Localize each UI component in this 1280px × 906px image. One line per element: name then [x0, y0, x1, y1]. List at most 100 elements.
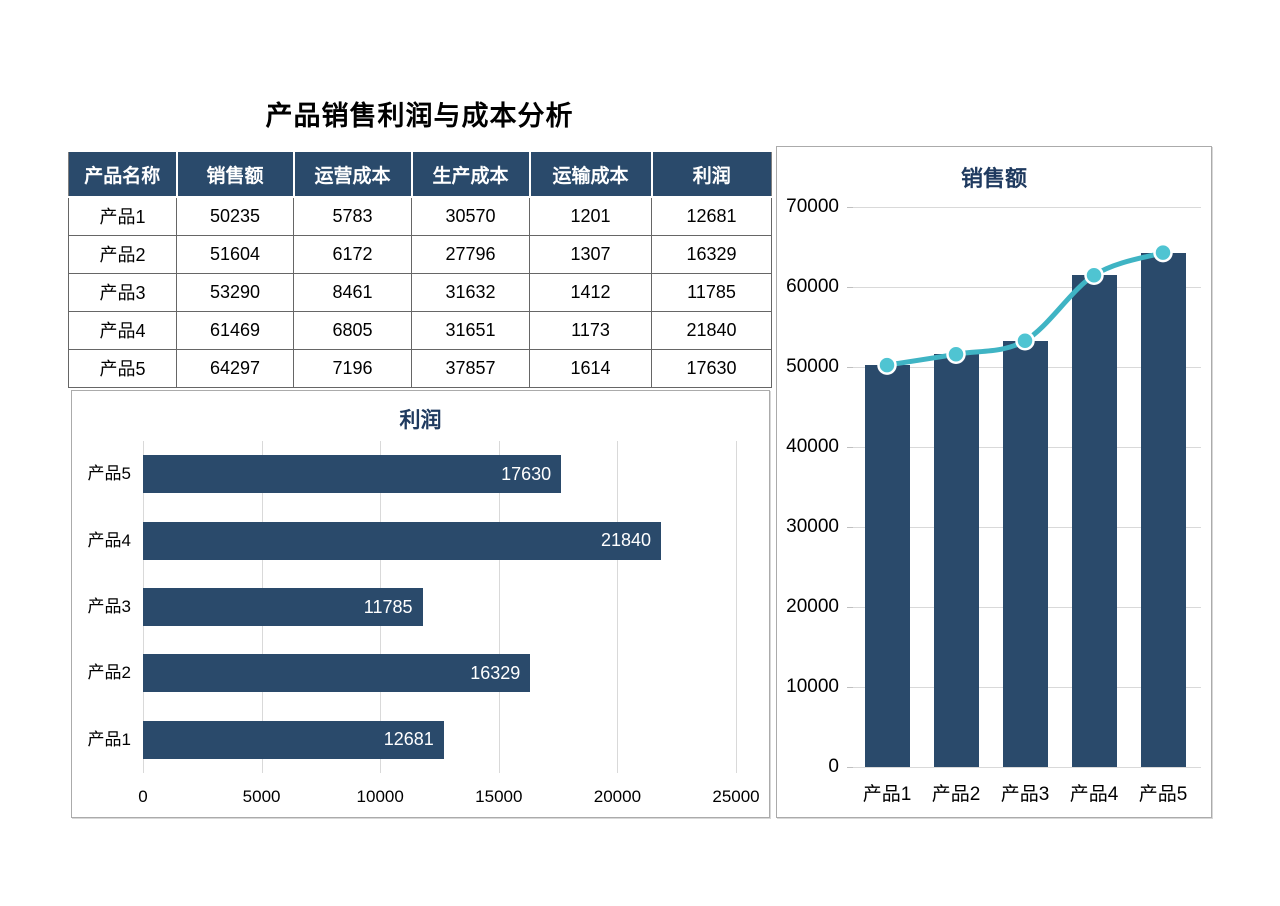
- sales-bar: [1002, 340, 1048, 767]
- x-axis-category-label: 产品1: [862, 784, 912, 805]
- product-name-cell: 产品3: [68, 272, 177, 312]
- y-axis-tick-label: 20000: [786, 596, 839, 617]
- table-header: 产品名称 销售额 运营成本 生产成本 运输成本 利润: [68, 150, 772, 198]
- y-axis-tick: [847, 287, 853, 288]
- gridline: [736, 441, 737, 773]
- product-name-cell: 产品2: [68, 234, 177, 274]
- table-row: 产品4 61469 6805 31651 1173 21840: [68, 310, 772, 350]
- value-cell: 1201: [529, 196, 652, 236]
- x-axis-tick-label: 10000: [356, 787, 404, 806]
- data-point-marker: [946, 344, 966, 364]
- x-axis-tick-label: 5000: [242, 787, 281, 806]
- gridline: [617, 441, 619, 773]
- value-cell: 53290: [176, 272, 294, 312]
- profit-bar-row: 产品5 17630: [88, 455, 736, 494]
- value-cell: 37857: [411, 348, 530, 388]
- product-name-cell: 产品4: [68, 310, 177, 350]
- value-cell: 12681: [651, 196, 772, 236]
- profit-chart-title: 利润: [399, 409, 442, 432]
- page-title: 产品销售利润与成本分析: [265, 101, 574, 131]
- bar-value-label: 17630: [501, 463, 552, 484]
- x-axis-tick-label: 15000: [475, 787, 523, 806]
- y-axis-tick-label: 10000: [786, 676, 839, 697]
- category-label: 产品1: [87, 729, 131, 749]
- value-cell: 31632: [411, 272, 530, 312]
- data-point-marker: [1015, 330, 1035, 351]
- table-body: 产品1 50235 5783 30570 1201 12681 产品2 51604 6172 27…: [68, 196, 772, 388]
- y-axis-tick: [847, 687, 853, 688]
- profit-bar: 11785: [143, 588, 423, 626]
- value-cell: 5783: [293, 196, 412, 236]
- y-axis-tick-label: 50000: [786, 356, 839, 377]
- value-cell: 30570: [411, 196, 530, 236]
- value-cell: 61469: [176, 310, 294, 350]
- bar-value-label: 16329: [470, 662, 521, 683]
- value-cell: 31651: [411, 310, 530, 350]
- product-name-cell: 产品1: [68, 196, 177, 236]
- y-axis-tick-label: 60000: [786, 276, 839, 297]
- y-axis-tick: [847, 767, 853, 768]
- value-cell: 1412: [529, 272, 652, 312]
- value-cell: 21840: [651, 310, 772, 350]
- gridline: [498, 441, 500, 773]
- y-axis-tick-label: 40000: [786, 436, 839, 457]
- category-label: 产品3: [87, 597, 131, 616]
- profit-bar-row: 产品1 12681: [88, 720, 736, 759]
- y-axis-tick-label: 30000: [786, 516, 839, 537]
- value-cell: 51604: [176, 234, 294, 274]
- y-axis-tick-label: 0: [828, 756, 839, 777]
- value-cell: 50235: [176, 196, 294, 236]
- profit-bar: 17630: [143, 455, 562, 494]
- profit-chart-plot-area: 产品5 17630 产品4 21840 产品3 11785 产品2 16329 产品1 12681: [88, 441, 737, 773]
- table-row: 产品2 51604 6172 27796 1307 16329: [68, 234, 772, 274]
- table-header-cell: 产品名称: [68, 150, 178, 198]
- category-label: 产品5: [87, 464, 131, 484]
- y-axis-tick: [847, 447, 853, 448]
- table-row: 产品3 53290 8461 31632 1412 11785: [68, 272, 772, 312]
- profit-chart-panel: 利润 产品5 17630 产品4 21840 产品3 11785 产品2 16329 产品1 12…: [71, 390, 770, 818]
- value-cell: 11785: [651, 272, 772, 312]
- table-row: 产品1 50235 5783 30570 1201 12681: [68, 196, 772, 236]
- gridline: [853, 287, 1201, 288]
- profit-bar-row: 产品2 16329: [88, 654, 736, 693]
- value-cell: 64297: [176, 348, 294, 388]
- data-point-marker: [1153, 242, 1173, 263]
- sales-bar: [864, 365, 910, 767]
- y-axis-tick: [847, 367, 853, 368]
- data-point-marker: [877, 355, 897, 375]
- value-cell: 6172: [293, 234, 412, 274]
- bar-value-label: 21840: [600, 530, 651, 551]
- y-axis-tick: [847, 207, 853, 208]
- value-cell: 7196: [293, 348, 412, 388]
- sales-chart-panel: 销售额 0 10000 20000 30000 40000 50000 60000 70000…: [776, 146, 1212, 818]
- value-cell: 8461: [293, 272, 412, 312]
- y-axis-tick: [847, 527, 853, 528]
- x-axis-category-label: 产品3: [1000, 784, 1050, 805]
- table-row: 产品5 64297 7196 37857 1614 17630: [68, 348, 772, 388]
- profit-bar: 12681: [143, 720, 444, 759]
- table-header-cell: 销售额: [175, 150, 295, 198]
- profit-bar: 21840: [143, 521, 661, 560]
- data-point-marker: [1084, 265, 1104, 285]
- table-header-cell: 生产成本: [410, 150, 531, 198]
- sales-bar: [1071, 275, 1117, 767]
- gridline: [853, 767, 1201, 768]
- value-cell: 6805: [293, 310, 412, 350]
- x-axis-category-label: 产品2: [931, 784, 981, 805]
- value-cell: 17630: [651, 348, 772, 388]
- x-axis-tick-label: 25000: [712, 787, 760, 806]
- category-label: 产品4: [87, 530, 131, 550]
- profit-bar-row: 产品3 11785: [88, 588, 736, 626]
- value-cell: 16329: [651, 234, 772, 274]
- table-header-cell: 运营成本: [292, 150, 413, 198]
- gridline: [853, 207, 1201, 208]
- x-axis-category-label: 产品5: [1138, 784, 1188, 805]
- data-table: 产品名称 销售额 运营成本 生产成本 运输成本 利润 产品1 50235 5783 30570 1…: [68, 150, 772, 388]
- profit-bar-row: 产品4 21840: [88, 521, 736, 560]
- value-cell: 1614: [529, 348, 652, 388]
- bar-value-label: 11785: [363, 596, 413, 617]
- value-cell: 1307: [529, 234, 652, 274]
- table-header-cell: 利润: [650, 150, 772, 198]
- x-axis-tick-label: 20000: [593, 787, 642, 806]
